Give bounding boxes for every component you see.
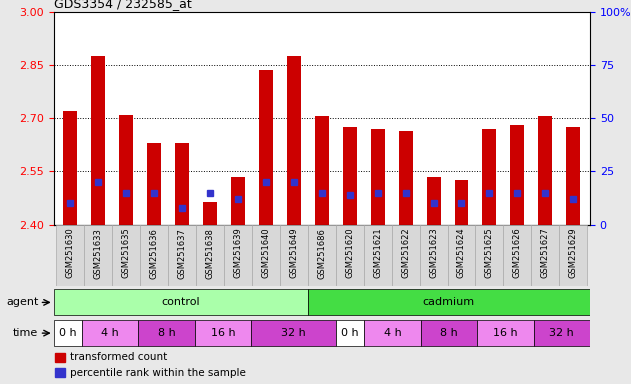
Bar — [112, 225, 140, 286]
Bar — [531, 225, 559, 286]
Text: GSM251686: GSM251686 — [317, 228, 326, 278]
Bar — [147, 143, 161, 225]
Bar — [510, 125, 524, 225]
Text: GSM251633: GSM251633 — [94, 228, 103, 278]
Bar — [343, 127, 357, 225]
Text: GDS3354 / 232585_at: GDS3354 / 232585_at — [54, 0, 191, 10]
Bar — [175, 143, 189, 225]
Text: GSM251623: GSM251623 — [429, 228, 438, 278]
Text: GSM251635: GSM251635 — [122, 228, 131, 278]
Text: percentile rank within the sample: percentile rank within the sample — [70, 368, 245, 378]
Text: agent: agent — [6, 297, 38, 308]
Bar — [392, 225, 420, 286]
Text: GSM251625: GSM251625 — [485, 228, 494, 278]
Text: GSM251630: GSM251630 — [66, 228, 75, 278]
Bar — [315, 116, 329, 225]
Text: GSM251637: GSM251637 — [178, 228, 187, 278]
Bar — [504, 225, 531, 286]
Text: 32 h: 32 h — [281, 328, 306, 338]
Bar — [287, 56, 301, 225]
Bar — [251, 320, 336, 346]
Bar — [54, 320, 82, 346]
Text: GSM251620: GSM251620 — [345, 228, 354, 278]
Bar — [308, 225, 336, 286]
Bar — [454, 180, 468, 225]
Text: GSM251638: GSM251638 — [206, 228, 215, 278]
Text: GSM251636: GSM251636 — [150, 228, 159, 278]
Bar — [420, 225, 447, 286]
Bar — [447, 225, 475, 286]
Text: GSM251627: GSM251627 — [541, 228, 550, 278]
Bar — [119, 114, 133, 225]
Bar — [475, 225, 504, 286]
Bar — [196, 225, 224, 286]
Bar — [280, 225, 308, 286]
Bar — [91, 56, 105, 225]
Text: transformed count: transformed count — [70, 353, 167, 362]
Bar — [336, 225, 363, 286]
Text: GSM251649: GSM251649 — [290, 228, 298, 278]
Bar — [308, 290, 590, 315]
Bar — [54, 290, 308, 315]
Bar — [477, 320, 534, 346]
Bar — [259, 70, 273, 225]
Bar — [483, 129, 497, 225]
Text: 4 h: 4 h — [384, 328, 401, 338]
Text: GSM251624: GSM251624 — [457, 228, 466, 278]
Text: GSM251622: GSM251622 — [401, 228, 410, 278]
Bar — [363, 225, 392, 286]
Bar — [364, 320, 421, 346]
Bar — [538, 116, 552, 225]
Text: 32 h: 32 h — [550, 328, 574, 338]
Bar — [55, 353, 66, 362]
Text: GSM251639: GSM251639 — [233, 228, 242, 278]
Bar — [566, 127, 581, 225]
Text: GSM251629: GSM251629 — [569, 228, 578, 278]
Text: time: time — [13, 328, 38, 338]
Bar — [203, 202, 217, 225]
Text: 4 h: 4 h — [101, 328, 119, 338]
Bar — [195, 320, 251, 346]
Text: 8 h: 8 h — [440, 328, 457, 338]
Bar — [399, 131, 413, 225]
Bar — [370, 129, 385, 225]
Text: 8 h: 8 h — [158, 328, 175, 338]
Text: cadmium: cadmium — [423, 297, 475, 308]
Bar — [336, 320, 364, 346]
Text: control: control — [162, 297, 200, 308]
Bar — [168, 225, 196, 286]
Bar — [427, 177, 440, 225]
Bar — [231, 177, 245, 225]
Bar — [224, 225, 252, 286]
Text: 0 h: 0 h — [59, 328, 76, 338]
Bar — [140, 225, 168, 286]
Text: GSM251640: GSM251640 — [261, 228, 271, 278]
Bar — [252, 225, 280, 286]
Bar — [85, 225, 112, 286]
Bar — [138, 320, 195, 346]
Bar — [559, 225, 587, 286]
Text: GSM251626: GSM251626 — [513, 228, 522, 278]
Bar — [82, 320, 138, 346]
Bar — [534, 320, 590, 346]
Bar — [56, 225, 85, 286]
Bar — [421, 320, 477, 346]
Bar — [55, 369, 66, 377]
Bar — [63, 111, 78, 225]
Text: 16 h: 16 h — [211, 328, 235, 338]
Text: 0 h: 0 h — [341, 328, 359, 338]
Text: GSM251621: GSM251621 — [373, 228, 382, 278]
Text: 16 h: 16 h — [493, 328, 517, 338]
